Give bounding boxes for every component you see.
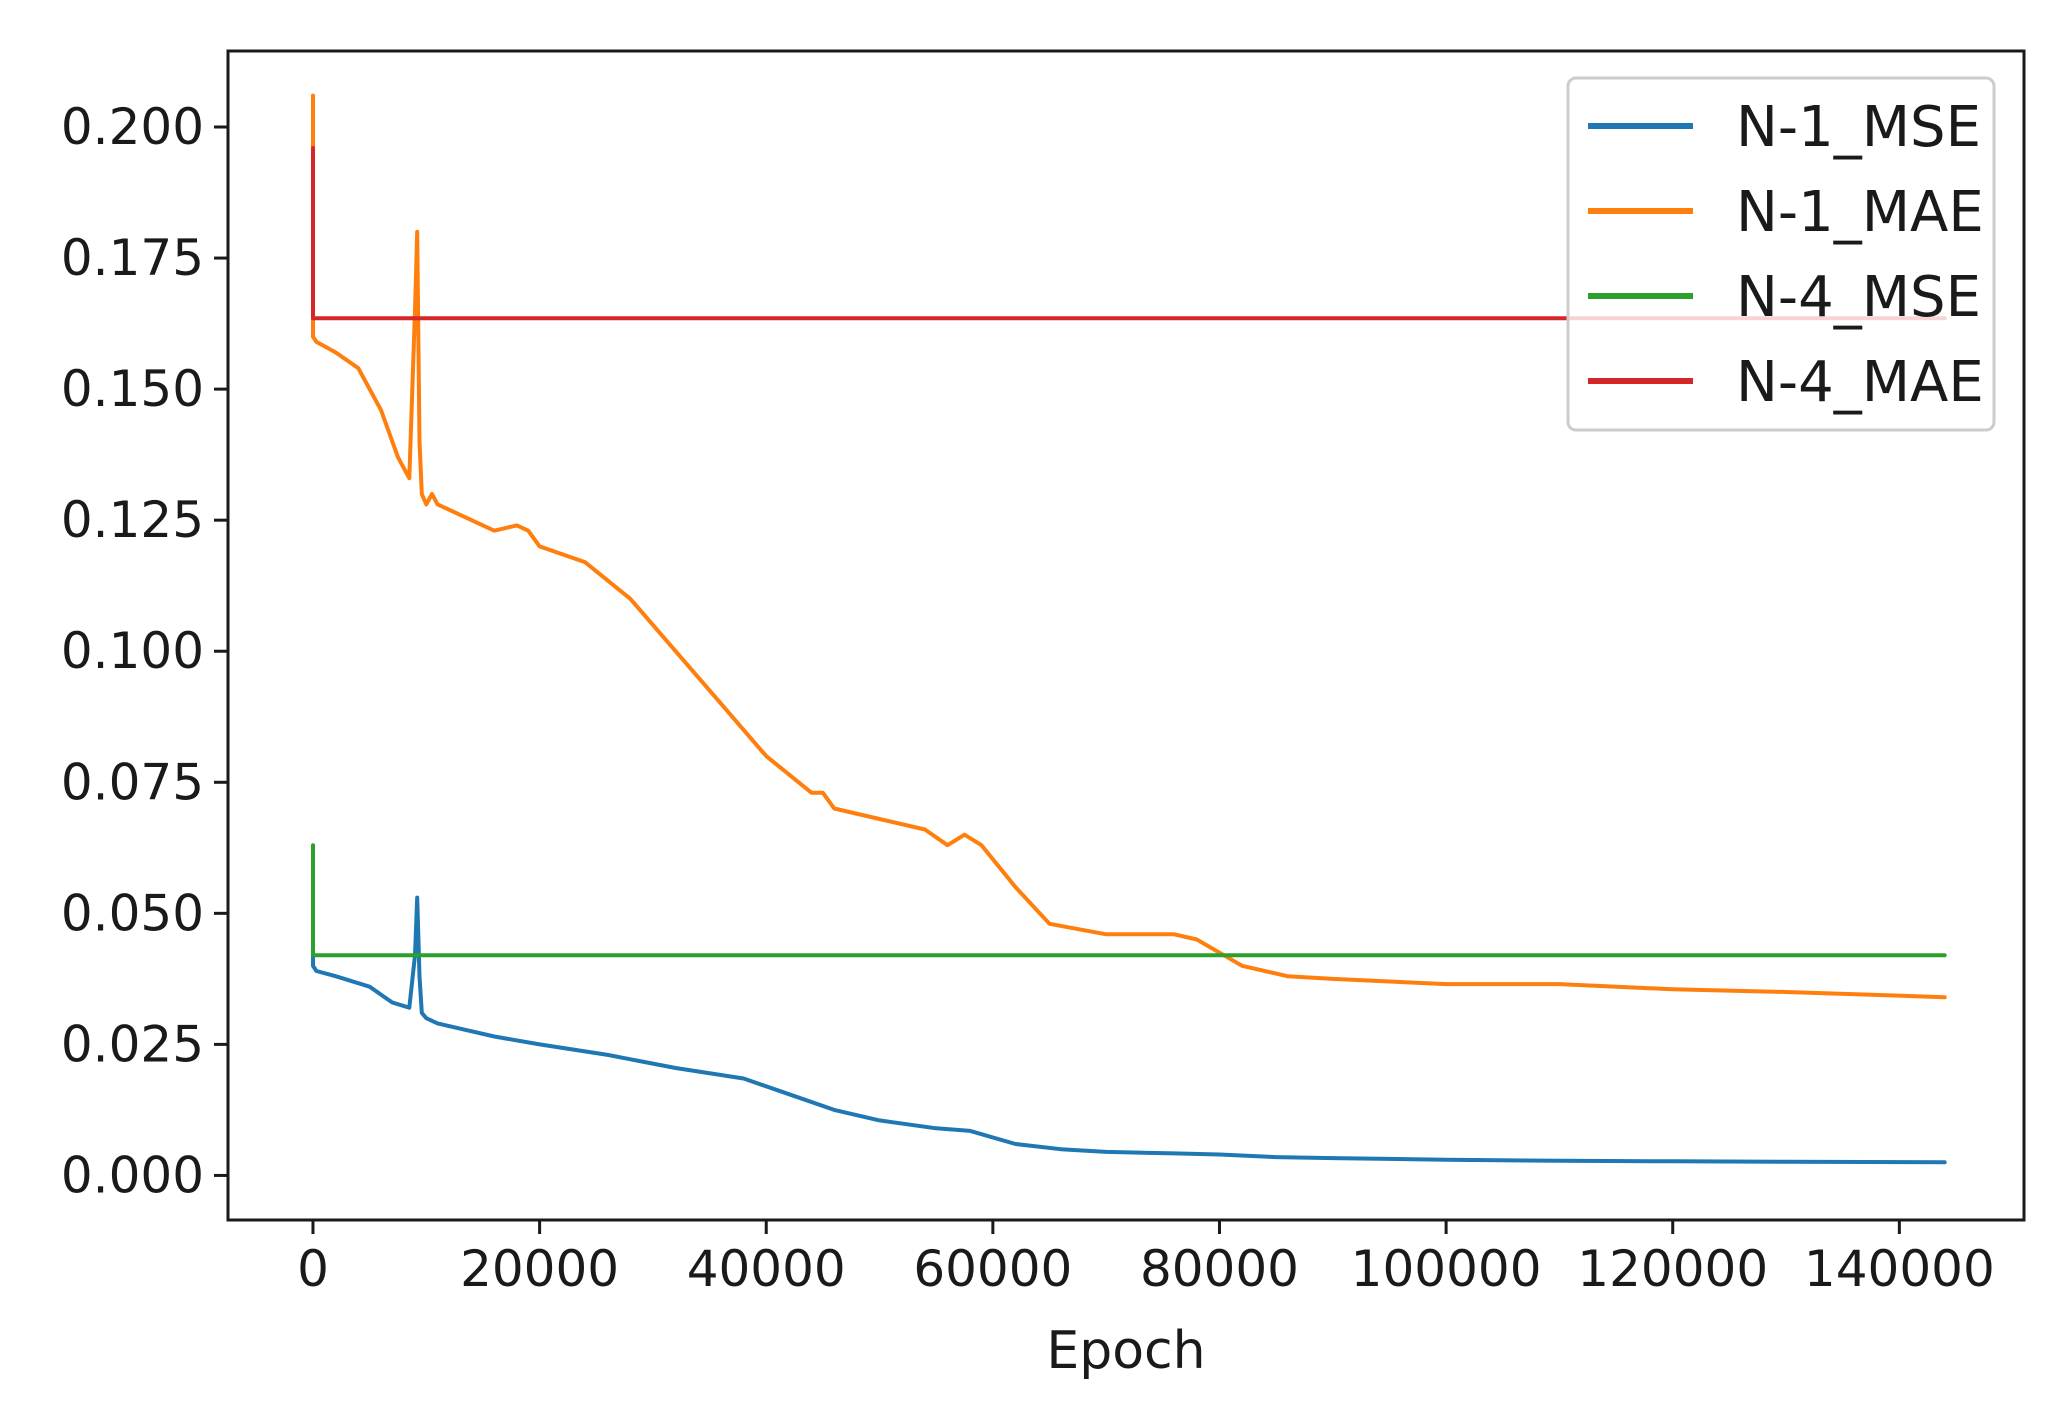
- legend: N-1_MSE N-1_MAE N-4_MSE N-4_MAE: [1566, 76, 1996, 432]
- y-axis: 0.000 0.025 0.050 0.075 0.100 0.125 0.150 0.175…: [61, 98, 228, 1204]
- x-tick-label: 40000: [687, 1240, 846, 1298]
- legend-label: N-4_MSE: [1736, 265, 1981, 330]
- legend-box: [1566, 76, 1996, 432]
- series-line-n-1-mse: [311, 848, 1947, 1165]
- y-tick-label: 0.025: [61, 1015, 204, 1073]
- x-tick-label: 140000: [1804, 1240, 1995, 1298]
- y-tick-label: 0.050: [61, 884, 204, 942]
- x-axis-title: Epoch: [1046, 1321, 1205, 1381]
- y-tick-label: 0.200: [61, 98, 204, 156]
- x-tick-label: 60000: [913, 1240, 1072, 1298]
- series-line-n-4-mse: [311, 843, 1947, 958]
- plot-lines: [311, 93, 1947, 1165]
- legend-label: N-4_MAE: [1736, 350, 1984, 415]
- series-line-n-1-mae: [311, 93, 1947, 1000]
- legend-label: N-1_MAE: [1736, 180, 1984, 245]
- x-tick-label: 0: [297, 1240, 329, 1298]
- x-tick-label: 80000: [1140, 1240, 1299, 1298]
- y-tick-label: 0.100: [61, 622, 204, 680]
- x-axis: 0 20000 40000 60000 80000 100000 120000 140000: [297, 1220, 1995, 1298]
- y-tick-label: 0.125: [61, 491, 204, 549]
- y-tick-label: 0.075: [61, 753, 204, 811]
- y-tick-label: 0.150: [61, 360, 204, 418]
- x-tick-label: 20000: [460, 1240, 619, 1298]
- y-tick-label: 0.175: [61, 229, 204, 287]
- y-tick-label: 0.000: [61, 1146, 204, 1204]
- legend-label: N-1_MSE: [1736, 95, 1981, 160]
- series-line-n-4-mae: [311, 146, 1947, 321]
- x-tick-label: 120000: [1577, 1240, 1768, 1298]
- plot-frame: [226, 49, 2026, 1222]
- x-tick-label: 100000: [1351, 1240, 1542, 1298]
